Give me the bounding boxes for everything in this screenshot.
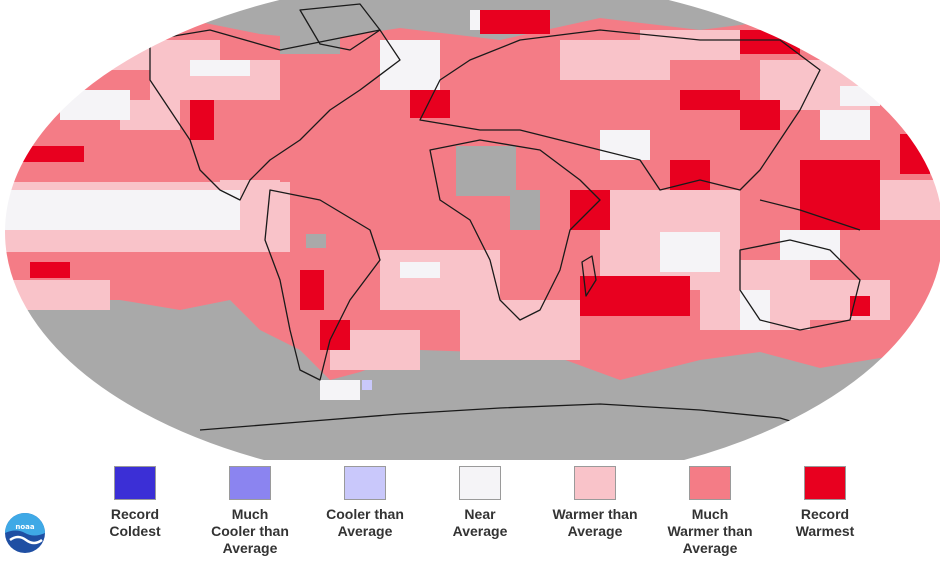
legend-label: Much Cooler than Average [211, 506, 289, 556]
se-asia-islands-outline [759, 199, 861, 231]
legend-label: Cooler than Average [326, 506, 404, 539]
legend-swatch [459, 466, 501, 500]
africa-outline [429, 139, 601, 321]
legend-swatch [114, 466, 156, 500]
legend-label: Record Warmest [795, 506, 855, 539]
map-legend: Record Coldest Much Cooler than Average … [80, 466, 880, 562]
legend-label: Near Average [452, 506, 508, 539]
noaa-logo: noaa [4, 512, 46, 554]
svg-text:noaa: noaa [15, 523, 35, 531]
legend-item-cooler: Cooler than Average [310, 466, 420, 562]
record-warmest-regions [14, 10, 930, 350]
temperature-anomaly-map [4, 0, 940, 460]
legend-item-warmer: Warmer than Average [540, 466, 650, 562]
legend-label: Warmer than Average [552, 506, 638, 539]
legend-swatch [804, 466, 846, 500]
legend-label: Record Coldest [109, 506, 161, 539]
australia-outline [739, 239, 861, 331]
legend-swatch [344, 466, 386, 500]
legend-item-record-warmest: Record Warmest [770, 466, 880, 562]
legend-swatch [689, 466, 731, 500]
north-america-outline [149, 29, 401, 201]
near-average-regions [4, 10, 880, 400]
south-america-outline [264, 189, 381, 381]
cooler-than-average-region [362, 380, 372, 390]
greenland-outline [299, 3, 381, 51]
madagascar-outline [581, 255, 597, 297]
legend-swatch [229, 466, 271, 500]
antarctica-outline [199, 403, 821, 431]
legend-item-record-coldest: Record Coldest [80, 466, 190, 562]
continent-outlines [149, 3, 861, 431]
legend-swatch [574, 466, 616, 500]
noaa-emblem-icon: noaa [5, 513, 45, 553]
legend-item-much-warmer: Much Warmer than Average [655, 466, 765, 562]
map-svg [4, 0, 940, 460]
greenland-no-data [280, 14, 340, 54]
antarctic-no-data [4, 300, 940, 460]
africa-no-data [306, 146, 540, 248]
eurasia-outline [419, 29, 821, 191]
legend-item-much-cooler: Much Cooler than Average [195, 466, 305, 562]
legend-item-near-average: Near Average [425, 466, 535, 562]
legend-label: Much Warmer than Average [667, 506, 753, 556]
